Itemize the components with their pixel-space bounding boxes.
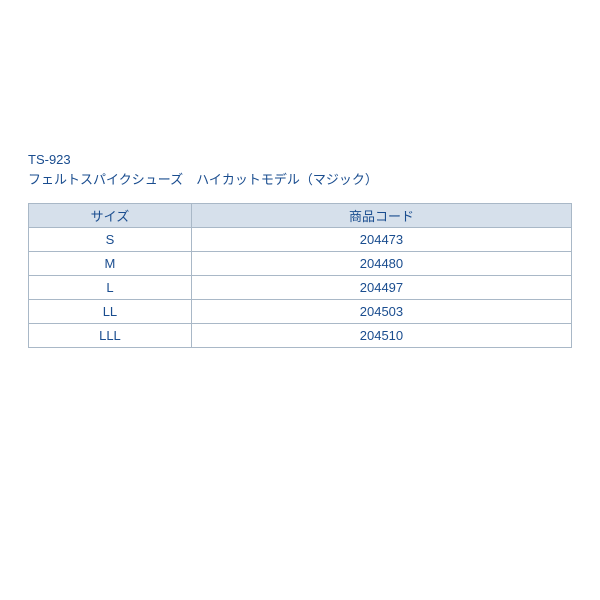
col-header-code: 商品コード <box>191 204 571 228</box>
cell-code: 204480 <box>191 252 571 276</box>
cell-size: LL <box>29 300 192 324</box>
spec-table: サイズ 商品コード S 204473 M 204480 L 204497 LL … <box>28 203 572 348</box>
content-container: TS-923 フェルトスパイクシューズ ハイカットモデル（マジック） サイズ 商… <box>0 0 600 348</box>
product-name: フェルトスパイクシューズ ハイカットモデル（マジック） <box>28 170 572 190</box>
cell-size: LLL <box>29 324 192 348</box>
table-row: M 204480 <box>29 252 572 276</box>
table-row: LL 204503 <box>29 300 572 324</box>
product-code: TS-923 <box>28 150 572 170</box>
cell-code: 204510 <box>191 324 571 348</box>
title-block: TS-923 フェルトスパイクシューズ ハイカットモデル（マジック） <box>28 150 572 189</box>
cell-size: S <box>29 228 192 252</box>
cell-code: 204473 <box>191 228 571 252</box>
table-row: S 204473 <box>29 228 572 252</box>
table-header-row: サイズ 商品コード <box>29 204 572 228</box>
table-row: LLL 204510 <box>29 324 572 348</box>
cell-size: L <box>29 276 192 300</box>
cell-code: 204503 <box>191 300 571 324</box>
table-row: L 204497 <box>29 276 572 300</box>
cell-size: M <box>29 252 192 276</box>
cell-code: 204497 <box>191 276 571 300</box>
col-header-size: サイズ <box>29 204 192 228</box>
